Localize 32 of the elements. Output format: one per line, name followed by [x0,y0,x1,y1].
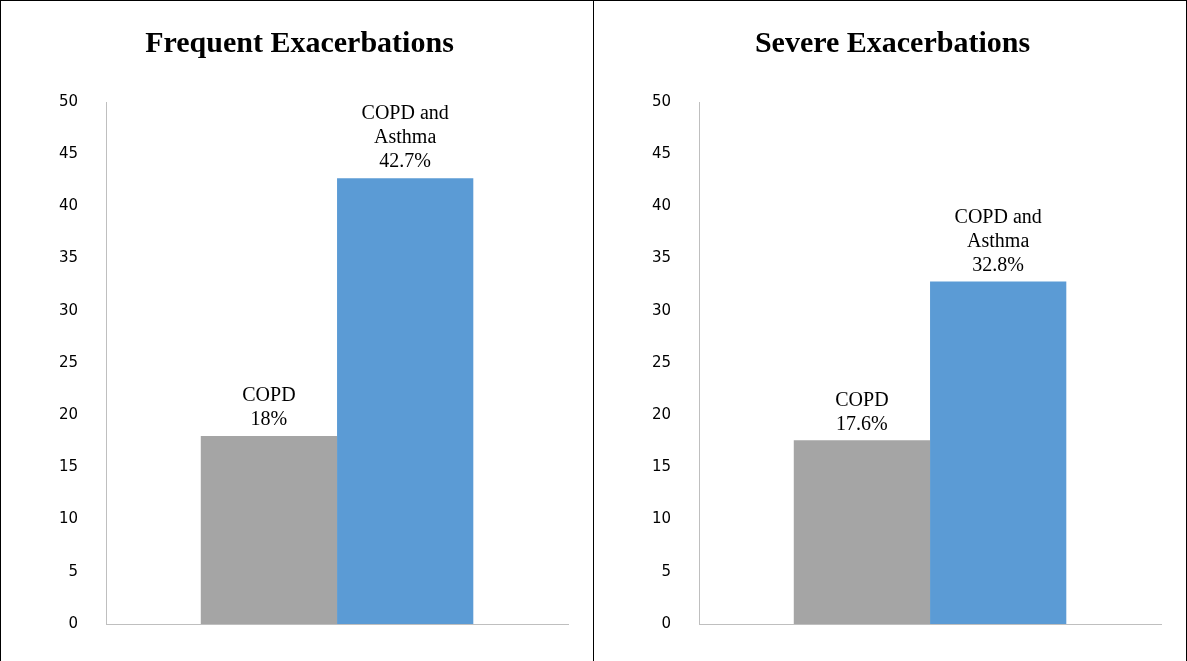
series-label: COPD [242,383,296,406]
y-tick-label: 25 [651,352,672,371]
y-tick-label: 20 [651,405,672,424]
y-tick-label: 0 [661,613,672,632]
y-tick-label: 30 [651,300,672,319]
series-label: COPD and Asthma [954,204,1042,251]
y-tick-label: 40 [58,196,79,215]
y-tick-label: 20 [58,405,79,424]
y-tick-label: 5 [661,561,672,580]
y-tick-label: 0 [68,613,79,632]
chart-title: Frequent Exacerbations [145,24,454,58]
series-label: COPD and Asthma [361,101,449,148]
data-label: 42.7% [379,149,432,172]
y-tick-label: 50 [58,91,79,110]
y-tick-label: 30 [58,300,79,319]
y-tick-label: 15 [58,457,79,476]
data-label: 17.6% [836,411,888,434]
y-tick-label: 35 [651,248,672,267]
data-label: 32.8% [972,252,1025,275]
y-tick-label: 40 [651,196,672,215]
y-tick-label: 25 [58,352,79,371]
series-label: COPD [835,387,889,410]
y-tick-label: 35 [58,248,79,267]
y-tick-label: 10 [58,509,79,528]
y-tick-label: 50 [651,91,672,110]
data-label: 18% [250,407,288,430]
y-tick-label: 5 [68,561,79,580]
chart-title: Severe Exacerbations [754,24,1031,58]
y-tick-label: 45 [58,144,79,163]
y-tick-label: 15 [651,457,672,476]
y-tick-label: 10 [651,509,672,528]
y-tick-label: 45 [651,144,672,163]
